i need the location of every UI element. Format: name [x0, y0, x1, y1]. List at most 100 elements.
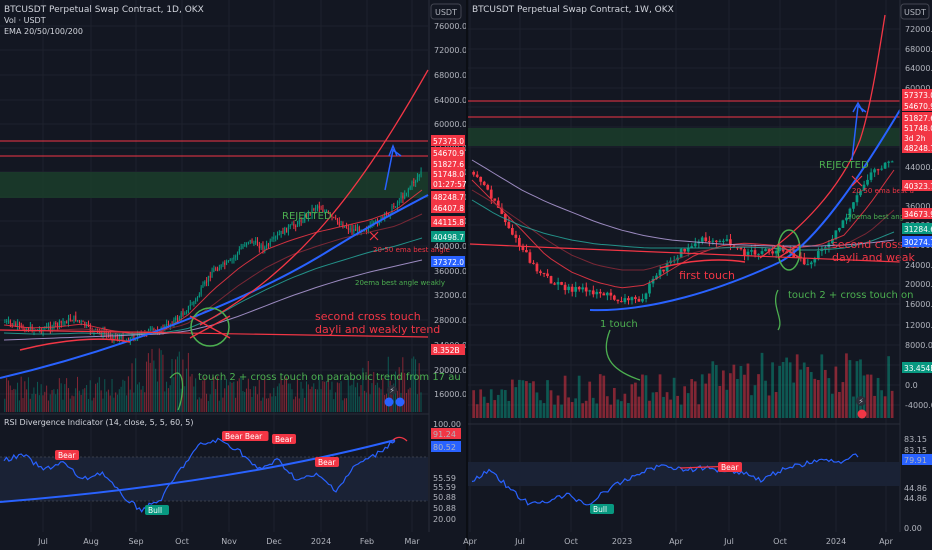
price-tag: [431, 216, 465, 227]
left-currency-button[interactable]: [430, 3, 462, 20]
left-chart-title: BTCUSDT Perpetual Swap Contract, 1D, OKX: [4, 5, 204, 15]
volume-bar: [862, 375, 866, 418]
volume-bar: [173, 377, 175, 412]
left-chart-panel[interactable]: REJECTED second cross touch dayli and we…: [0, 0, 467, 546]
volume-bar: [637, 396, 641, 418]
volume-bar: [278, 383, 280, 412]
candle: [662, 269, 665, 272]
price-tag: [431, 202, 465, 213]
right-currency-button[interactable]: [900, 3, 930, 20]
right-time-axis[interactable]: Apr Jul Oct 2023 Apr Jul Oct 2024 Apr: [463, 537, 894, 546]
volume-bar: [418, 363, 420, 412]
candle: [149, 329, 151, 331]
rejected-label: REJECTED: [819, 160, 869, 171]
candle: [831, 238, 834, 244]
candle: [27, 328, 29, 331]
volume-bar: [189, 376, 191, 412]
volume-bar: [367, 361, 369, 412]
volume-bar: [402, 357, 404, 412]
volume-bar: [127, 376, 129, 412]
right-chart-panel[interactable]: REJECTED first touch 1 touch second cros…: [463, 0, 932, 550]
lightning-icon[interactable]: [387, 385, 397, 395]
volume-bar: [275, 396, 277, 412]
flag-us-icon[interactable]: [384, 397, 394, 407]
volume-bar: [280, 376, 282, 412]
flag-us-icon[interactable]: [395, 397, 405, 407]
volume-bar: [612, 387, 616, 418]
volume-bar: [507, 400, 511, 418]
volume-bar: [325, 381, 327, 412]
volume-bar: [539, 400, 542, 418]
volume-bar: [256, 394, 258, 412]
bull-divergence-label: [145, 505, 169, 515]
volume-bar: [413, 356, 415, 412]
candle: [198, 294, 200, 298]
volume-bar: [171, 358, 173, 412]
touch-circle: [190, 307, 230, 347]
price-tag: [431, 256, 465, 267]
candle: [845, 217, 848, 221]
candle: [514, 234, 518, 238]
time-tick-label: Feb: [360, 537, 374, 546]
candle: [122, 335, 124, 343]
volume-bar: [136, 384, 138, 412]
candle: [133, 336, 135, 340]
volume-bar: [528, 383, 532, 418]
candle: [289, 225, 291, 227]
bear-divergence-label: [315, 457, 339, 467]
left-time-axis[interactable]: Jul Aug Sep Oct Nov Dec 2024 Feb Mar: [37, 537, 420, 546]
candle: [890, 161, 894, 163]
candle: [29, 326, 31, 331]
price-tag-label: 57373.0: [904, 91, 932, 100]
price-tick-label: 20000.0: [434, 366, 467, 375]
volume-bar: [133, 392, 135, 412]
volume-bar: [746, 363, 750, 418]
candle: [64, 321, 66, 323]
volume-bar: [616, 399, 620, 418]
candle: [542, 272, 546, 274]
candle: [222, 262, 224, 265]
flag-icon[interactable]: [857, 409, 867, 419]
parabolic-red-curve: [199, 69, 429, 326]
price-tag-label: 46407.8: [433, 204, 464, 213]
volume-bar: [665, 392, 669, 418]
volume-bar: [553, 404, 556, 418]
candle: [834, 230, 838, 239]
rsi-trendline: [0, 439, 396, 503]
candle: [398, 201, 400, 203]
volume-bar: [9, 385, 11, 412]
volume-bar: [750, 395, 753, 418]
candle: [420, 170, 422, 175]
candle: [584, 287, 588, 292]
candle: [78, 320, 80, 322]
volume-bar: [236, 381, 238, 412]
candle: [231, 259, 233, 261]
candle: [760, 251, 764, 254]
volume-bar: [73, 396, 75, 412]
rsi-tick-label: 83.15: [904, 435, 927, 444]
candle: [563, 284, 567, 291]
volume-bar: [852, 396, 855, 418]
rsi-tick-label: 55.59: [433, 474, 456, 483]
target-arrow-head: [388, 143, 398, 157]
candle: [387, 213, 389, 215]
candle: [349, 228, 351, 230]
candle: [574, 287, 577, 292]
ema-line: [471, 159, 895, 247]
volume-bar: [304, 397, 306, 412]
volume-bar: [641, 374, 644, 418]
volume-bar: [31, 393, 33, 412]
rsi-tag: [431, 428, 461, 439]
left-zones: [0, 140, 428, 198]
candle: [115, 336, 117, 338]
volume-bar: [229, 381, 231, 412]
time-tick-label: Sep: [128, 537, 143, 546]
volume-bar: [373, 371, 375, 412]
lightning-icon[interactable]: [856, 396, 866, 406]
volume-bar: [732, 364, 736, 418]
volume-bar: [416, 394, 418, 412]
candle: [862, 184, 866, 191]
price-tag-label: 51748.0: [904, 124, 932, 133]
